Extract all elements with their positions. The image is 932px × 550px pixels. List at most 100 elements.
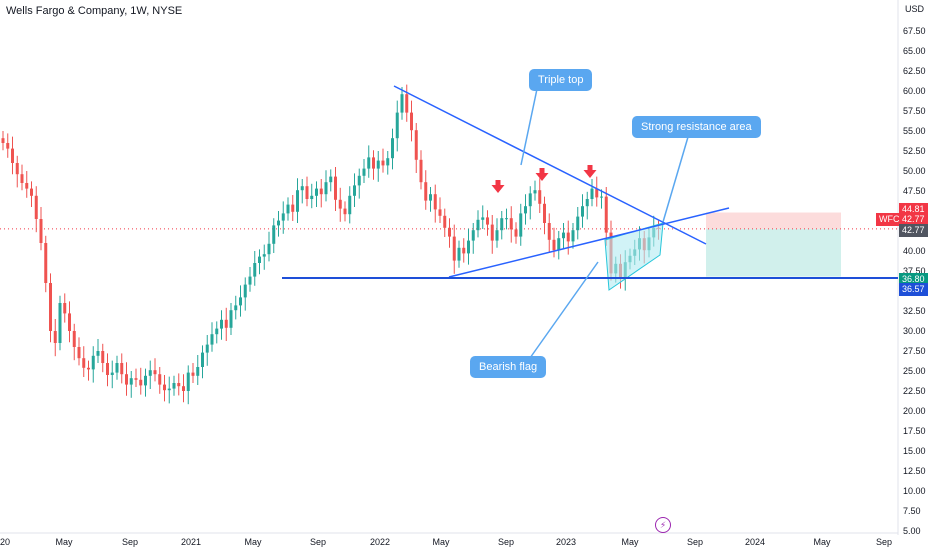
candle-body (163, 384, 166, 391)
candle-body (110, 372, 114, 375)
candle-body (376, 160, 380, 169)
y-tick-label: 7.50 (903, 506, 921, 516)
bearish-flag-pointer (529, 261, 599, 359)
support2-price-badge: 36.57 (899, 283, 928, 296)
y-tick-label: 32.50 (903, 306, 926, 316)
y-tick-label: 22.50 (903, 386, 926, 396)
y-tick-label: 52.50 (903, 146, 926, 156)
candle-body (315, 188, 318, 196)
currency-label: USD (905, 4, 925, 14)
candle-body (391, 138, 394, 159)
candle-body (267, 243, 271, 255)
candle-body (338, 199, 342, 209)
x-tick-label: 2023 (556, 537, 576, 547)
y-tick-label: 37.50 (903, 266, 926, 276)
candle-body (429, 194, 432, 201)
candle-body (562, 232, 565, 239)
candle-body (144, 375, 147, 386)
candle-body (509, 218, 513, 230)
down-arrow-icon (491, 180, 505, 193)
x-tick-label: 2021 (181, 537, 201, 547)
y-tick-label: 5.00 (903, 526, 921, 536)
candle-body (581, 206, 584, 217)
candle-body (186, 372, 190, 391)
y-tick-label: 60.00 (903, 86, 926, 96)
candle-body (372, 157, 375, 169)
descending-resistance-line (393, 85, 707, 245)
candle-body (505, 218, 508, 220)
bearish-flag-channel (604, 222, 664, 291)
triple-top-pointer (520, 88, 538, 166)
candle-body (424, 182, 428, 201)
resistance-pointer (662, 136, 689, 223)
candle-body (600, 196, 603, 198)
lightning-icon[interactable]: ⚡ (655, 517, 671, 533)
candle-body (286, 204, 290, 214)
candle-body (329, 176, 333, 183)
candle-body (443, 215, 447, 228)
triple-top-callout[interactable]: Triple top (529, 69, 593, 91)
support-price-badge: 36.80 (899, 273, 928, 286)
candle-body (139, 379, 143, 386)
candle-body (153, 370, 157, 375)
bearish-flag-callout[interactable]: Bearish flag (470, 356, 547, 378)
candle-body (191, 372, 195, 376)
candle-body (324, 182, 328, 195)
candle-body (20, 174, 24, 183)
candle-body (129, 378, 133, 385)
candle-body (177, 383, 181, 387)
x-tick-label: Sep (122, 537, 138, 547)
candle-body (196, 367, 200, 376)
candle-body (524, 206, 527, 214)
candle-body (414, 130, 418, 160)
x-tick-label: Sep (687, 537, 703, 547)
candle-body (243, 284, 247, 298)
y-tick-label: 65.00 (903, 46, 926, 56)
x-tick-label: Sep (498, 537, 514, 547)
candle-body (291, 204, 295, 212)
candle-body (467, 240, 470, 254)
x-tick-label: Sep (310, 537, 326, 547)
candle-body (310, 195, 314, 199)
chart-title: Wells Fargo & Company, 1W, NYSE (6, 5, 183, 17)
candle-body (239, 297, 242, 306)
y-tick-label: 20.00 (903, 406, 926, 416)
y-tick-label: 25.00 (903, 366, 926, 376)
candle-body (68, 313, 71, 331)
candle-body (481, 217, 485, 220)
x-tick-label: 2024 (745, 537, 765, 547)
candle-body (486, 217, 489, 225)
candle-body (590, 188, 594, 199)
candle-body (30, 188, 33, 196)
x-tick-label: May (244, 537, 262, 547)
y-tick-label: 57.50 (903, 106, 926, 116)
candle-body (538, 190, 542, 204)
candle-body (125, 374, 128, 385)
candle-body (576, 216, 580, 231)
candle-body (353, 185, 356, 196)
y-tick-label: 10.00 (903, 486, 926, 496)
candle-body (220, 319, 223, 329)
candle-body (49, 283, 52, 331)
resistance-callout[interactable]: Strong resistance area (632, 116, 761, 138)
candle-body (300, 186, 304, 191)
symbol-badge: WFC (876, 213, 903, 226)
candle-body (101, 351, 105, 363)
candle-body (566, 232, 570, 242)
candle-body (134, 378, 138, 380)
candle-body (471, 230, 475, 241)
candle-body (557, 238, 561, 251)
candle-body (448, 227, 451, 237)
candle-body (96, 351, 100, 356)
candle-body (395, 112, 399, 139)
candle-body (253, 263, 257, 277)
candle-body (514, 229, 518, 237)
candle-body (87, 367, 90, 370)
candle-body (343, 208, 347, 215)
candle-body (210, 334, 214, 345)
candle-body (319, 188, 323, 195)
candle-body (72, 331, 76, 347)
candle-body (519, 213, 523, 237)
candle-body (229, 310, 233, 328)
